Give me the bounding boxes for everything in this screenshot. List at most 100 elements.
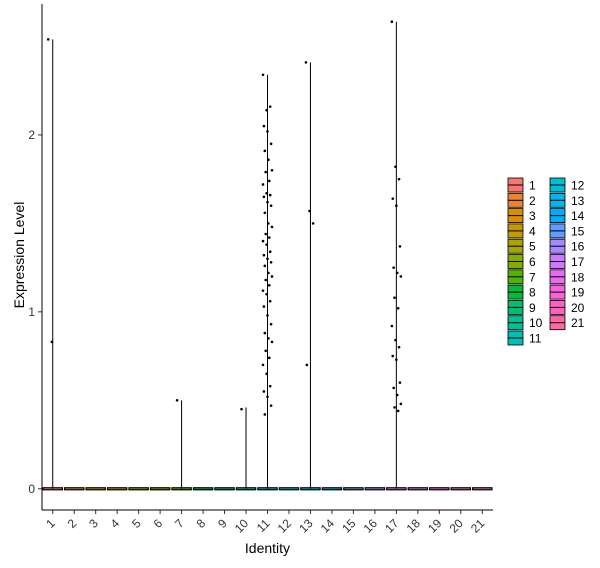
violin-15 bbox=[343, 487, 364, 491]
data-point-13 bbox=[304, 61, 308, 64]
legend-label-2: 2 bbox=[529, 194, 536, 208]
data-point-11 bbox=[266, 130, 269, 133]
data-point-11 bbox=[268, 384, 272, 388]
data-point-11 bbox=[261, 289, 265, 292]
data-point-11 bbox=[263, 149, 267, 153]
data-point-17 bbox=[398, 381, 402, 384]
data-point-17 bbox=[395, 271, 399, 275]
legend-label-4: 4 bbox=[529, 224, 536, 238]
data-point-11 bbox=[269, 261, 273, 264]
legend-label-9: 9 bbox=[529, 301, 536, 315]
data-point-11 bbox=[262, 305, 266, 308]
legend-label-19: 19 bbox=[571, 286, 585, 300]
data-point-17 bbox=[395, 393, 399, 397]
data-point-11 bbox=[261, 363, 265, 367]
data-point-17 bbox=[390, 20, 394, 23]
data-point-17 bbox=[393, 406, 396, 409]
legend-label-7: 7 bbox=[529, 270, 536, 284]
x-tick-label: 3 bbox=[86, 516, 101, 531]
x-tick-label: 20 bbox=[447, 516, 467, 536]
data-point-11 bbox=[268, 356, 271, 360]
legend-label-5: 5 bbox=[529, 240, 536, 254]
data-point-11 bbox=[263, 211, 267, 215]
y-tick-label: 2 bbox=[28, 128, 35, 142]
legend-label-15: 15 bbox=[571, 224, 585, 238]
x-axis-title: Identity bbox=[245, 540, 290, 556]
legend-label-11: 11 bbox=[529, 332, 542, 346]
x-tick-label: 2 bbox=[65, 516, 80, 531]
violin-4 bbox=[106, 487, 128, 491]
y-tick-label: 1 bbox=[28, 305, 35, 319]
x-tick-label: 8 bbox=[194, 516, 209, 531]
x-tick-label: 17 bbox=[382, 516, 402, 536]
legend-label-20: 20 bbox=[571, 301, 585, 315]
x-tick-label: 11 bbox=[254, 516, 273, 535]
data-point-11 bbox=[261, 73, 265, 77]
legend-label-17: 17 bbox=[571, 255, 585, 269]
x-tick-label: 18 bbox=[404, 516, 424, 536]
data-point-17 bbox=[395, 204, 398, 207]
data-point-11 bbox=[263, 331, 267, 335]
data-point-11 bbox=[270, 340, 274, 344]
x-tick-label: 7 bbox=[172, 516, 187, 531]
data-point-11 bbox=[267, 271, 270, 275]
data-point-13 bbox=[305, 363, 309, 367]
violin-3 bbox=[85, 487, 106, 491]
x-tick-label: 9 bbox=[215, 516, 230, 531]
violin-20 bbox=[450, 487, 472, 491]
data-point-13 bbox=[311, 222, 315, 225]
violin-2 bbox=[63, 487, 85, 491]
data-point-17 bbox=[392, 266, 395, 269]
x-tick-label: 1 bbox=[43, 516, 58, 531]
legend-label-3: 3 bbox=[529, 209, 536, 223]
data-point-11 bbox=[268, 179, 271, 183]
data-point-17 bbox=[396, 409, 400, 413]
data-point-17 bbox=[394, 165, 397, 169]
data-point-11 bbox=[264, 278, 268, 282]
x-tick-label: 10 bbox=[232, 516, 252, 536]
data-point-11 bbox=[268, 250, 272, 253]
x-tick-label: 5 bbox=[129, 516, 144, 531]
data-point-11 bbox=[268, 284, 271, 287]
data-point-11 bbox=[264, 232, 268, 236]
data-point-11 bbox=[268, 193, 272, 197]
violin-9 bbox=[214, 487, 235, 491]
y-axis-ticks: 0 1 2 bbox=[28, 128, 42, 496]
violin-19 bbox=[429, 487, 450, 491]
data-point-17 bbox=[393, 296, 396, 299]
data-point-17 bbox=[392, 386, 395, 390]
data-point-11 bbox=[265, 292, 268, 296]
data-point-11 bbox=[265, 108, 268, 112]
data-point-11 bbox=[270, 169, 274, 172]
x-axis-ticks: 1 2 3 4 5 6 7 8 9 10 11 12 13 14 15 16 17 18 19 20 21 bbox=[43, 510, 488, 536]
data-point-11 bbox=[269, 322, 273, 326]
data-point-11 bbox=[270, 225, 274, 229]
violin-8 bbox=[192, 487, 214, 491]
data-point-11 bbox=[269, 204, 273, 207]
data-point-1 bbox=[46, 38, 50, 41]
data-point-17 bbox=[399, 275, 403, 278]
x-tick-label: 6 bbox=[151, 516, 166, 531]
data-point-11 bbox=[267, 158, 270, 161]
x-tick-label: 19 bbox=[425, 516, 445, 536]
data-point-11 bbox=[265, 192, 268, 195]
data-point-17 bbox=[397, 177, 401, 181]
data-point-1 bbox=[50, 340, 54, 344]
data-point-17 bbox=[391, 197, 395, 200]
data-point-7 bbox=[175, 399, 179, 402]
data-point-11 bbox=[262, 195, 266, 199]
data-point-17 bbox=[390, 324, 394, 328]
data-point-11 bbox=[269, 404, 273, 407]
violin-6 bbox=[149, 487, 171, 491]
data-point-11 bbox=[262, 390, 266, 393]
legend-label-16: 16 bbox=[571, 240, 585, 254]
data-point-11 bbox=[266, 314, 269, 317]
legend-label-1: 1 bbox=[529, 179, 536, 193]
legend-label-18: 18 bbox=[571, 270, 585, 284]
legend-label-12: 12 bbox=[571, 179, 585, 193]
violin-16 bbox=[364, 487, 386, 491]
violin-5 bbox=[128, 487, 149, 491]
data-point-17 bbox=[395, 358, 398, 361]
